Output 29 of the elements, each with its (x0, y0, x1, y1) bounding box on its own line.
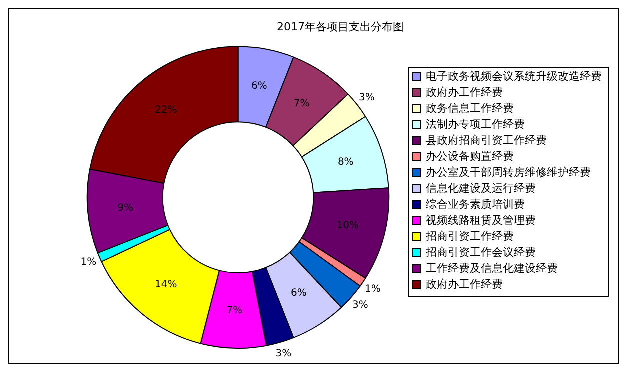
data-label: 1% (365, 284, 381, 295)
data-label: 22% (154, 104, 178, 116)
legend-label: 综合业务素质培训费 (426, 198, 525, 211)
data-label: 6% (252, 81, 268, 92)
legend-label: 办公室及干部周转房维修维护经费 (426, 166, 591, 179)
legend-label: 视频线路租赁及管理费 (426, 214, 536, 227)
data-label: 3% (352, 300, 368, 311)
data-label: 3% (276, 348, 292, 360)
legend-label: 信息化建设及运行经费 (426, 182, 536, 195)
data-label: 9% (118, 202, 134, 214)
data-label: 14% (154, 279, 178, 290)
legend-label: 政府办工作经费 (426, 278, 503, 291)
data-label: 6% (290, 288, 307, 299)
data-label: 7% (226, 305, 243, 316)
chart-title: 2017年各项目支出分布图 (277, 20, 404, 34)
data-label: 3% (359, 92, 375, 104)
legend-label: 政务信息工作经费 (426, 102, 514, 115)
legend-label: 工作经费及信息化建设经费 (426, 262, 558, 275)
data-label: 1% (80, 256, 97, 268)
legend-label: 电子政务视频会议系统升级改造经费 (426, 70, 602, 83)
data-label: 10% (336, 220, 359, 232)
data-label: 8% (338, 157, 354, 168)
legend-label: 县政府招商引资工作经费 (426, 134, 547, 147)
data-label: 7% (294, 98, 310, 110)
legend-label: 招商引资工作会议经费 (425, 246, 536, 259)
legend-label: 政府办工作经费 (426, 86, 503, 99)
legend-label: 招商引资工作经费 (425, 230, 514, 243)
legend-label: 办公设备购置经费 (426, 150, 514, 163)
legend-label: 法制办专项工作经费 (426, 118, 525, 131)
